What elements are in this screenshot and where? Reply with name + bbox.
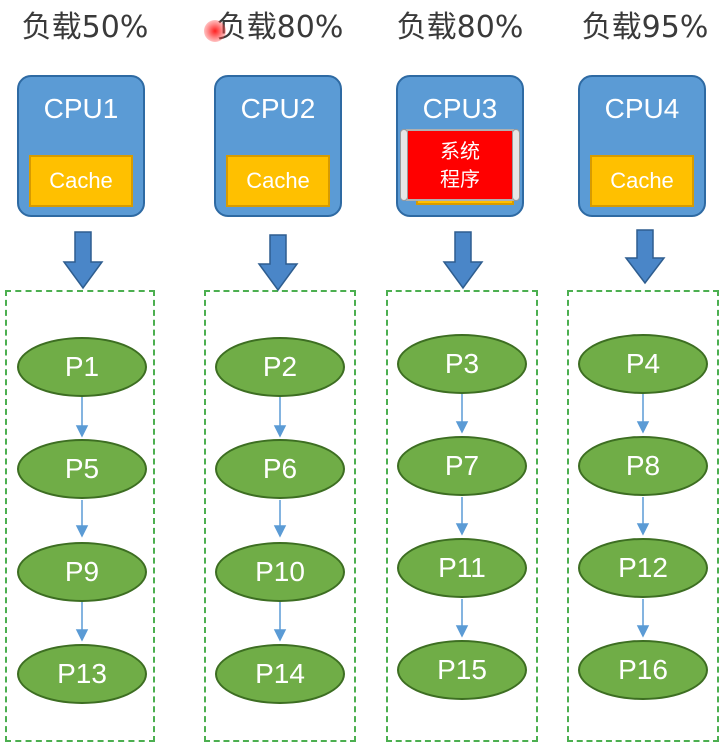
process-p8: P8 [578, 436, 708, 496]
system-program-line-2: 程序 [440, 167, 480, 191]
process-p11: P11 [397, 538, 527, 598]
cpu3-down-arrow [442, 231, 484, 290]
arrowhead-p8-p12 [636, 523, 650, 536]
arrowhead-p5-p9 [75, 525, 89, 538]
system-program-line-1: 系统 [440, 139, 480, 163]
pointer-glow-icon [204, 20, 226, 42]
cpu2-label: CPU2 [240, 93, 316, 124]
cpu2-block: CPU2 Cache [214, 75, 342, 217]
scroll-curl-left [400, 129, 408, 201]
arrowhead-p4-p8 [636, 421, 650, 434]
process-p6: P6 [215, 439, 345, 499]
arrowhead-p3-p7 [455, 421, 469, 434]
process-p9: P9 [17, 542, 147, 602]
process-p1: P1 [17, 337, 147, 397]
cpu4-down-arrow [624, 229, 666, 285]
arrowhead-p1-p5 [75, 425, 89, 438]
arrowhead-p7-p11 [455, 523, 469, 536]
arrowhead-p9-p13 [75, 629, 89, 642]
load-label-cpu2: 负载80% [216, 10, 344, 45]
process-p4: P4 [578, 334, 708, 394]
process-p2: P2 [215, 337, 345, 397]
cpu3-queue-box [386, 290, 538, 742]
process-p15: P15 [397, 640, 527, 700]
load-label-cpu4: 负载95% [581, 10, 709, 45]
cpu2-down-arrow [257, 234, 299, 292]
cpu1-down-arrow [62, 231, 104, 290]
cpu2-queue-box [204, 290, 356, 742]
system-program-scroll-icon: 系统 程序 [400, 129, 520, 201]
cpu4-cache: Cache [590, 155, 694, 207]
cpu2-cache: Cache [226, 155, 330, 207]
process-p12: P12 [578, 538, 708, 598]
arrowhead-p6-p10 [273, 525, 287, 538]
cpu1-label: CPU1 [43, 93, 119, 124]
cpu1-block: CPU1 Cache [17, 75, 145, 217]
cpu1-queue-box [5, 290, 155, 742]
cpu4-label: CPU4 [604, 93, 680, 124]
scroll-curl-right [512, 129, 520, 201]
process-p16: P16 [578, 640, 708, 700]
cpu4-queue-box [567, 290, 719, 742]
arrowhead-p12-p16 [636, 625, 650, 638]
arrowhead-p11-p15 [455, 625, 469, 638]
process-p14: P14 [215, 644, 345, 704]
process-p13: P13 [17, 644, 147, 704]
process-p7: P7 [397, 436, 527, 496]
process-p5: P5 [17, 439, 147, 499]
process-p3: P3 [397, 334, 527, 394]
cpu3-label: CPU3 [422, 93, 498, 124]
cpu1-cache: Cache [29, 155, 133, 207]
cpu4-block: CPU4 Cache [578, 75, 706, 217]
arrowhead-p10-p14 [273, 629, 287, 642]
cpu3-block: CPU3 系统 程序 [396, 75, 524, 217]
arrowhead-p2-p6 [273, 425, 287, 438]
process-p10: P10 [215, 542, 345, 602]
load-label-cpu3: 负载80% [396, 10, 524, 45]
load-label-cpu1: 负载50% [21, 10, 149, 45]
